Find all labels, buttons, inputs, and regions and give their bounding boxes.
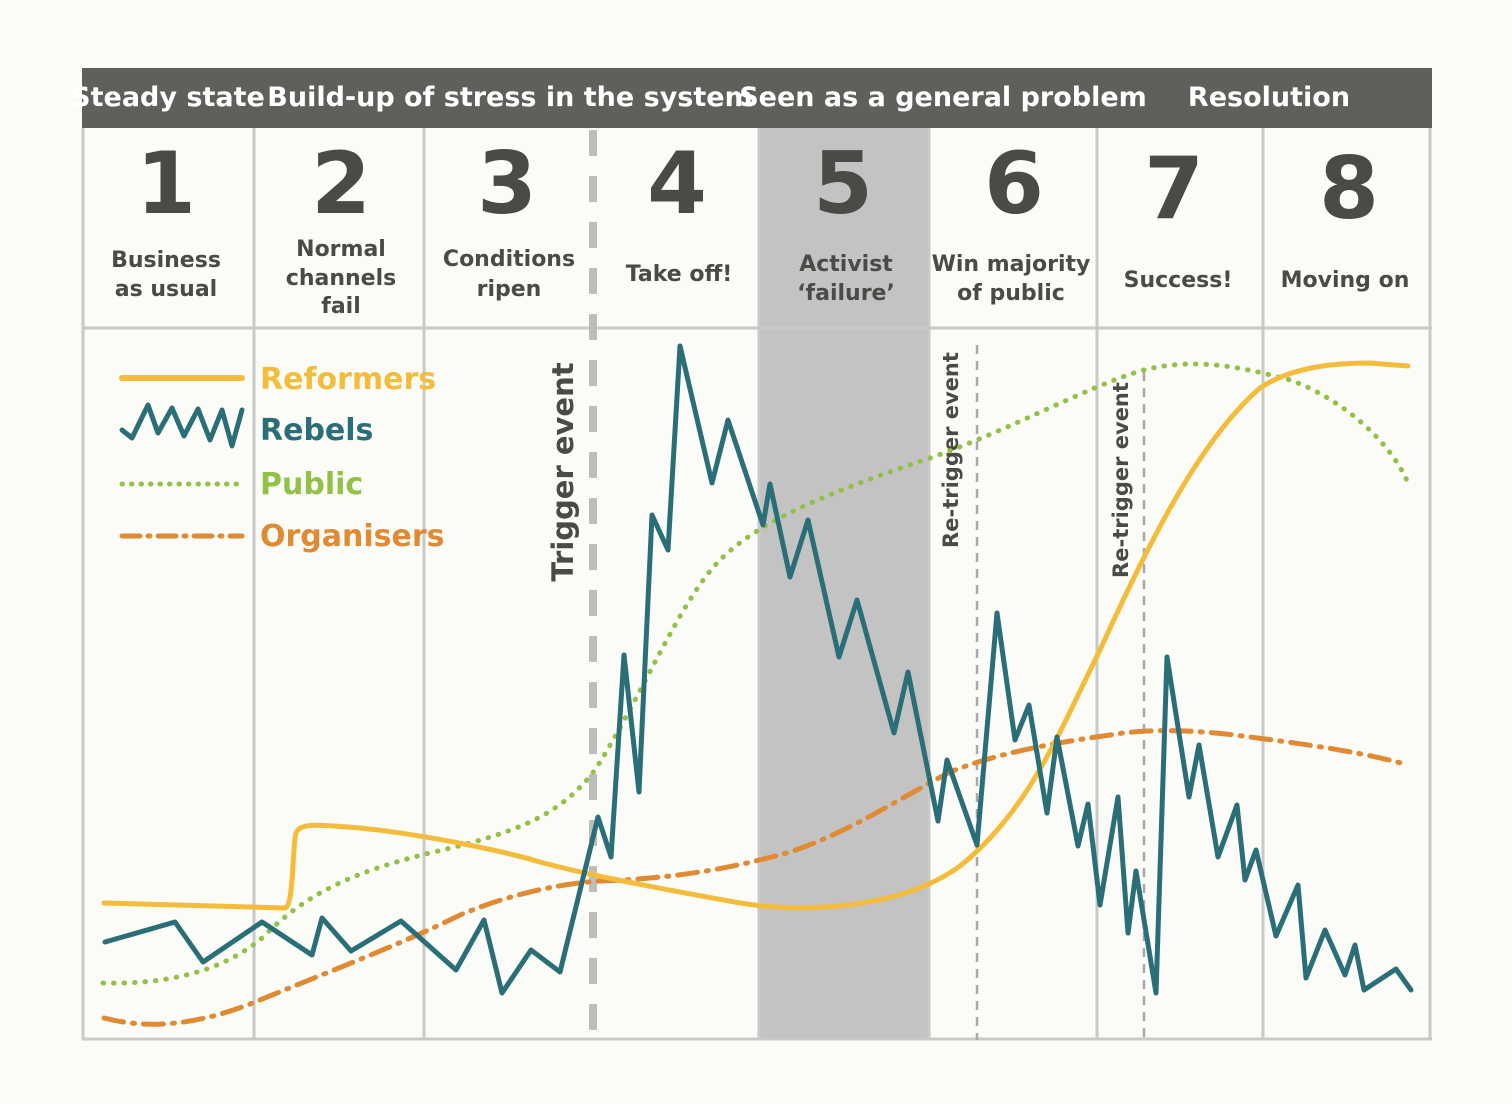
stage-3-text-line-2: ripen xyxy=(477,277,542,302)
stage-7-text-line-1: Success! xyxy=(1124,268,1233,293)
stage-3-number: 3 xyxy=(477,134,537,234)
stage-6-text-line-2: of public xyxy=(957,281,1065,306)
legend-rebels-label: Rebels xyxy=(260,413,373,448)
stage-2-number: 2 xyxy=(311,134,371,234)
stage-7-number: 7 xyxy=(1144,139,1204,239)
curves xyxy=(100,343,1414,1027)
legend-rebels-swatch xyxy=(119,402,245,449)
legend-reformers-label: Reformers xyxy=(260,362,436,397)
stage-5-highlight xyxy=(759,128,929,1040)
retrigger-event-label-2: Re-trigger event xyxy=(1109,382,1133,578)
stage-1-text-line-2: as usual xyxy=(115,277,217,302)
stage-5-number: 5 xyxy=(813,134,873,234)
stage-numbers: 1 2 3 4 5 6 7 8 xyxy=(136,134,1379,239)
phase-header-bar xyxy=(82,68,1432,128)
stage-8-number: 8 xyxy=(1319,139,1379,239)
stage-2-text-line-2: channels xyxy=(286,266,396,291)
stage-descriptions: Business as usual Normal channels fail C… xyxy=(111,237,1409,319)
grid xyxy=(81,128,1432,1041)
phase-steady-state: Steady state xyxy=(71,82,265,113)
phase-resolution: Resolution xyxy=(1188,82,1350,113)
legend-public-label: Public xyxy=(260,467,363,502)
stage-4-number: 4 xyxy=(647,134,707,234)
stage-4-text-line-1: Take off! xyxy=(626,262,733,287)
stage-2-text-line-1: Normal xyxy=(296,237,386,262)
phase-general-problem: Seen as a general problem xyxy=(739,82,1147,113)
stage-3-text-line-1: Conditions xyxy=(443,247,575,272)
stage-8-text-line-1: Moving on xyxy=(1281,268,1410,293)
reformers-curve xyxy=(101,360,1411,911)
stage-2-text-line-3: fail xyxy=(321,294,361,319)
trigger-event-label: Trigger event xyxy=(546,362,580,581)
stage-5-text-line-1: Activist xyxy=(799,252,893,277)
stage-6-text-line-1: Win majority xyxy=(932,252,1091,277)
legend-organisers-label: Organisers xyxy=(260,519,445,554)
rebels-curve xyxy=(102,343,1414,996)
legend: Reformers Rebels Public Organisers xyxy=(119,362,445,554)
organisers-curve xyxy=(101,728,1411,1027)
stage-6-number: 6 xyxy=(984,134,1044,234)
stage-1-number: 1 xyxy=(136,134,196,234)
stage-1-text-line-1: Business xyxy=(111,248,221,273)
phase-build-up: Build-up of stress in the system xyxy=(267,82,752,113)
stage-5-text-line-2: ‘failure’ xyxy=(797,281,895,306)
public-curve xyxy=(100,361,1411,986)
